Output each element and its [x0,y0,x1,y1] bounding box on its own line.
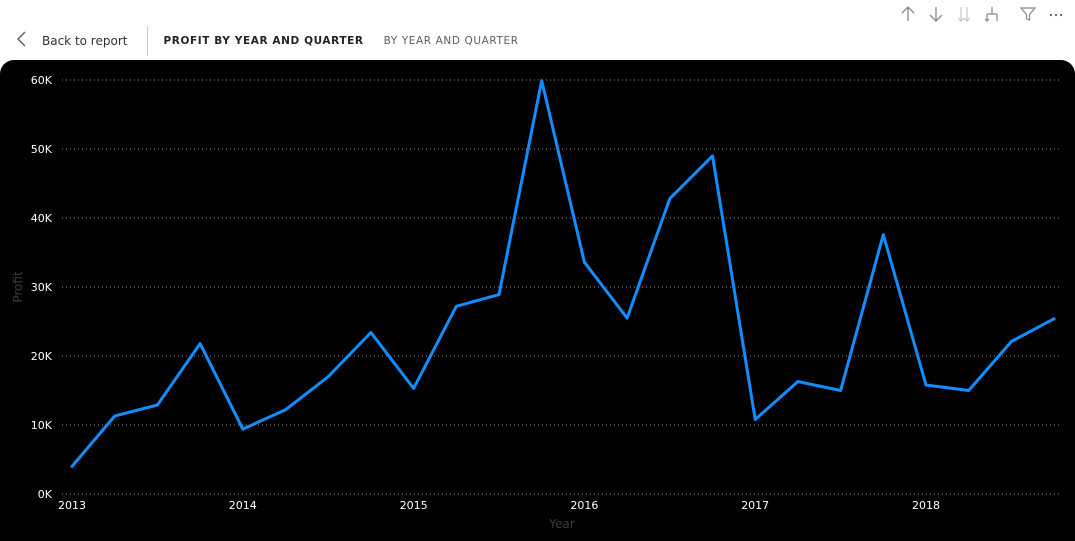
y-tick-label: 30K [31,281,53,294]
x-tick-label: 2013 [58,499,86,512]
y-axis-title: Profit [11,271,25,303]
chevron-left-icon [16,30,28,52]
y-tick-label: 0K [38,488,53,501]
profit-series-line [70,79,1056,468]
visual-header-toolbar [897,4,1067,24]
y-tick-label: 60K [31,74,53,87]
navigation-row: Back to report PROFIT BY YEAR AND QUARTE… [0,26,1075,56]
chart-panel: 0K 10K 20K 30K 40K 50K 60K 2013 2014 2015 2016 2017… [0,60,1075,541]
x-axis-title: Year [548,517,574,531]
x-tick-label: 2015 [400,499,428,512]
x-tick-label: 2017 [741,499,769,512]
profit-line-chart: 0K 10K 20K 30K 40K 50K 60K 2013 2014 2015 2016 2017… [11,74,1062,531]
filter-icon[interactable] [1017,4,1039,24]
x-tick-label: 2016 [570,499,598,512]
x-tick-label: 2018 [912,499,940,512]
arrow-down-icon[interactable] [925,4,947,24]
back-to-report-button[interactable]: Back to report [0,26,127,56]
double-arrow-down-icon[interactable] [953,4,975,24]
y-tick-label: 20K [31,350,53,363]
expand-hierarchy-icon[interactable] [981,4,1003,24]
nav-divider [147,26,149,56]
breadcrumb-by-year-and-quarter[interactable]: BY YEAR AND QUARTER [383,35,519,47]
x-tick-label: 2014 [229,499,257,512]
y-tick-label: 10K [31,419,53,432]
arrow-up-icon[interactable] [897,4,919,24]
y-tick-label: 40K [31,212,53,225]
breadcrumb-profit-by-year-and-quarter: PROFIT BY YEAR AND QUARTER [163,35,364,47]
more-options-icon[interactable] [1045,4,1067,24]
y-tick-label: 50K [31,143,53,156]
back-to-report-label: Back to report [42,34,128,48]
